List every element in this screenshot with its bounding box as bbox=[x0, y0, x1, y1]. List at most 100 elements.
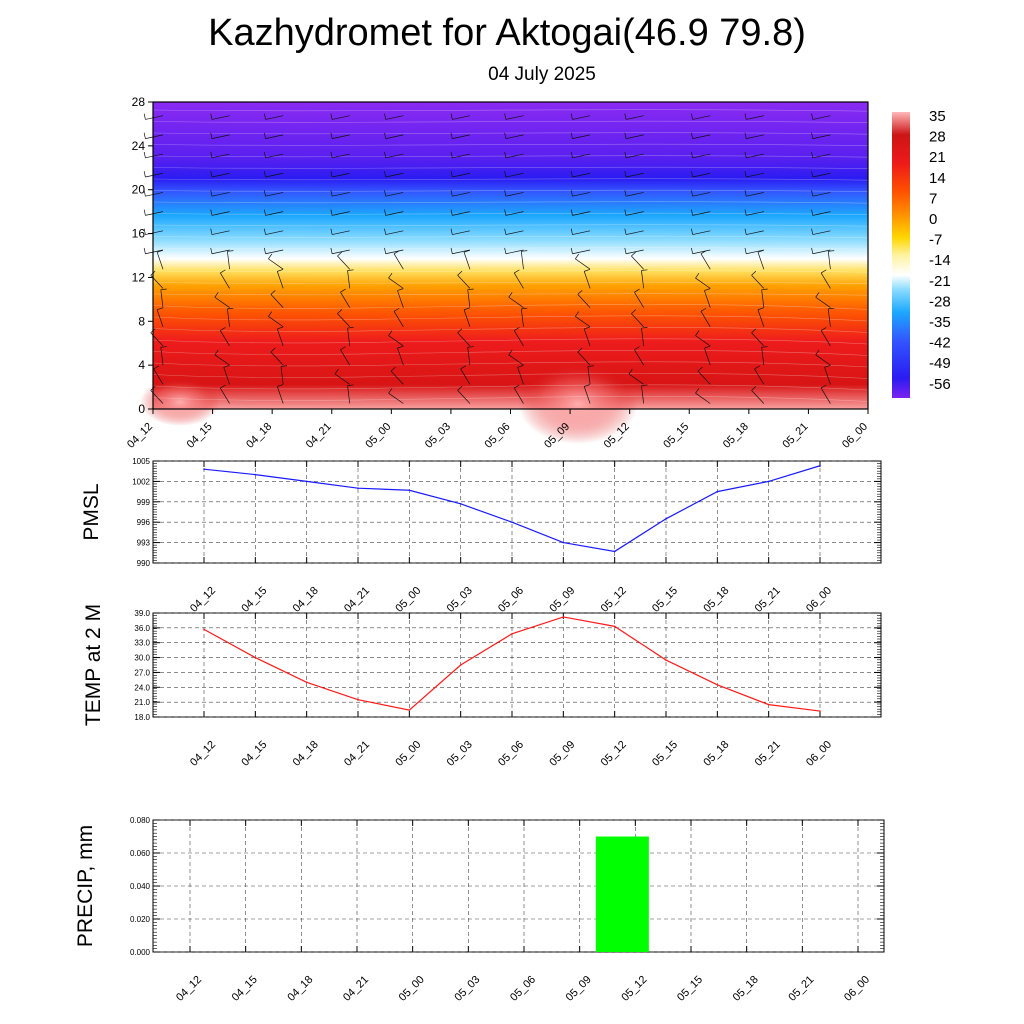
wind-barb-flag bbox=[704, 345, 711, 349]
colorbar bbox=[892, 112, 910, 398]
wind-barb-flag bbox=[575, 253, 580, 260]
wind-barb-flag bbox=[153, 365, 160, 370]
wind-barb-flag bbox=[390, 366, 396, 372]
wind-barb bbox=[697, 370, 711, 385]
wind-barb-flag bbox=[143, 247, 146, 254]
wind-barb bbox=[572, 192, 591, 197]
wind-barb bbox=[812, 211, 831, 216]
wind-barb-flag bbox=[751, 328, 757, 334]
wind-barb bbox=[452, 192, 470, 197]
wind-barb-flag bbox=[744, 190, 747, 197]
wind-barb-flag bbox=[263, 247, 266, 254]
x-tick-label: 04_18 bbox=[244, 421, 274, 451]
contour-line bbox=[152, 361, 869, 368]
wind-barb-flag bbox=[457, 386, 463, 391]
wind-barb-flag bbox=[624, 151, 627, 158]
data-point bbox=[305, 480, 308, 483]
wind-barb-flag bbox=[521, 307, 528, 310]
wind-barb bbox=[505, 192, 524, 197]
wind-barb-flag bbox=[754, 365, 760, 370]
wind-barb bbox=[463, 252, 471, 270]
wind-barb bbox=[812, 153, 831, 159]
wind-barb bbox=[270, 351, 284, 366]
wind-barb-flag bbox=[504, 190, 507, 197]
y-tick-label: 0 bbox=[138, 402, 145, 416]
wind-barb bbox=[463, 309, 471, 327]
wind-barb-flag bbox=[761, 346, 768, 348]
contour-line bbox=[152, 327, 869, 333]
x-tick-label: 05_09 bbox=[547, 739, 577, 769]
data-point bbox=[511, 633, 513, 635]
wind-barb-flag bbox=[143, 113, 146, 120]
wind-barb-flag bbox=[820, 327, 827, 331]
wind-barb bbox=[517, 367, 524, 385]
data-point bbox=[613, 625, 616, 628]
wind-barb-flag bbox=[514, 327, 520, 331]
wind-barb-flag bbox=[697, 366, 703, 372]
wind-barb bbox=[583, 328, 591, 347]
wind-barb-flag bbox=[397, 288, 404, 291]
wind-barb bbox=[385, 115, 404, 120]
colorbar-label: -49 bbox=[929, 355, 951, 372]
wind-barb bbox=[452, 115, 470, 120]
wind-barb bbox=[156, 252, 164, 270]
wind-barb bbox=[625, 115, 644, 120]
x-tick-label: 05_06 bbox=[508, 974, 538, 1004]
wind-barb bbox=[211, 211, 230, 216]
wind-barb-flag bbox=[280, 365, 287, 367]
wind-barb-flag bbox=[263, 228, 266, 235]
wind-barb-flag bbox=[700, 307, 707, 312]
x-tick-label: 04_15 bbox=[239, 739, 269, 769]
wind-barb-flag bbox=[337, 251, 343, 257]
contour-line bbox=[152, 189, 869, 192]
wind-barb bbox=[347, 328, 351, 346]
wind-barb bbox=[156, 309, 164, 327]
wind-barb-flag bbox=[263, 132, 266, 139]
wind-barb-flag bbox=[210, 132, 213, 139]
wind-barb bbox=[520, 308, 524, 327]
wind-barb bbox=[265, 211, 284, 216]
wind-barb-flag bbox=[277, 384, 284, 387]
wind-barb bbox=[145, 211, 164, 216]
wind-barb bbox=[268, 316, 284, 328]
wind-barb-flag bbox=[691, 113, 693, 120]
wind-barb-flag bbox=[624, 228, 627, 235]
wind-barb bbox=[812, 115, 831, 120]
wind-barb bbox=[820, 272, 831, 289]
contour-line bbox=[152, 396, 869, 402]
wind-barb bbox=[761, 347, 765, 366]
wind-barb bbox=[211, 249, 230, 255]
wind-barb bbox=[332, 192, 350, 197]
data-point bbox=[357, 487, 359, 490]
wind-barb-flag bbox=[220, 384, 226, 389]
wind-barb bbox=[625, 172, 644, 178]
data-point bbox=[511, 521, 513, 523]
contour-line bbox=[152, 235, 869, 238]
contour-line bbox=[152, 201, 869, 204]
wind-barb bbox=[457, 390, 471, 404]
wind-barb bbox=[467, 289, 471, 308]
wind-barb bbox=[641, 328, 645, 346]
wind-barb-flag bbox=[384, 247, 387, 254]
wind-barb-flag bbox=[504, 171, 507, 178]
wind-barb-flag bbox=[384, 132, 387, 139]
wind-barb-flag bbox=[157, 307, 163, 311]
x-tick-label: 05_15 bbox=[661, 421, 691, 451]
wind-barb-flag bbox=[508, 292, 513, 298]
chart-title: Kazhydromet for Aktogai(46.9 79.8) bbox=[208, 12, 806, 54]
colorbar-label: -42 bbox=[929, 335, 951, 352]
colorbar-label: 28 bbox=[929, 129, 946, 146]
wind-barb-flag bbox=[384, 209, 387, 216]
wind-barb-flag bbox=[330, 209, 333, 216]
wind-barb bbox=[505, 115, 524, 120]
contour-line bbox=[152, 109, 869, 112]
wind-barb bbox=[572, 230, 591, 235]
wind-barb bbox=[508, 296, 524, 308]
wind-barb-flag bbox=[695, 272, 700, 279]
wind-barb-flag bbox=[504, 228, 507, 235]
wind-barb bbox=[700, 253, 711, 270]
wind-barb-flag bbox=[330, 151, 333, 158]
wind-barb bbox=[625, 153, 644, 159]
wind-barb-flag bbox=[691, 190, 693, 197]
